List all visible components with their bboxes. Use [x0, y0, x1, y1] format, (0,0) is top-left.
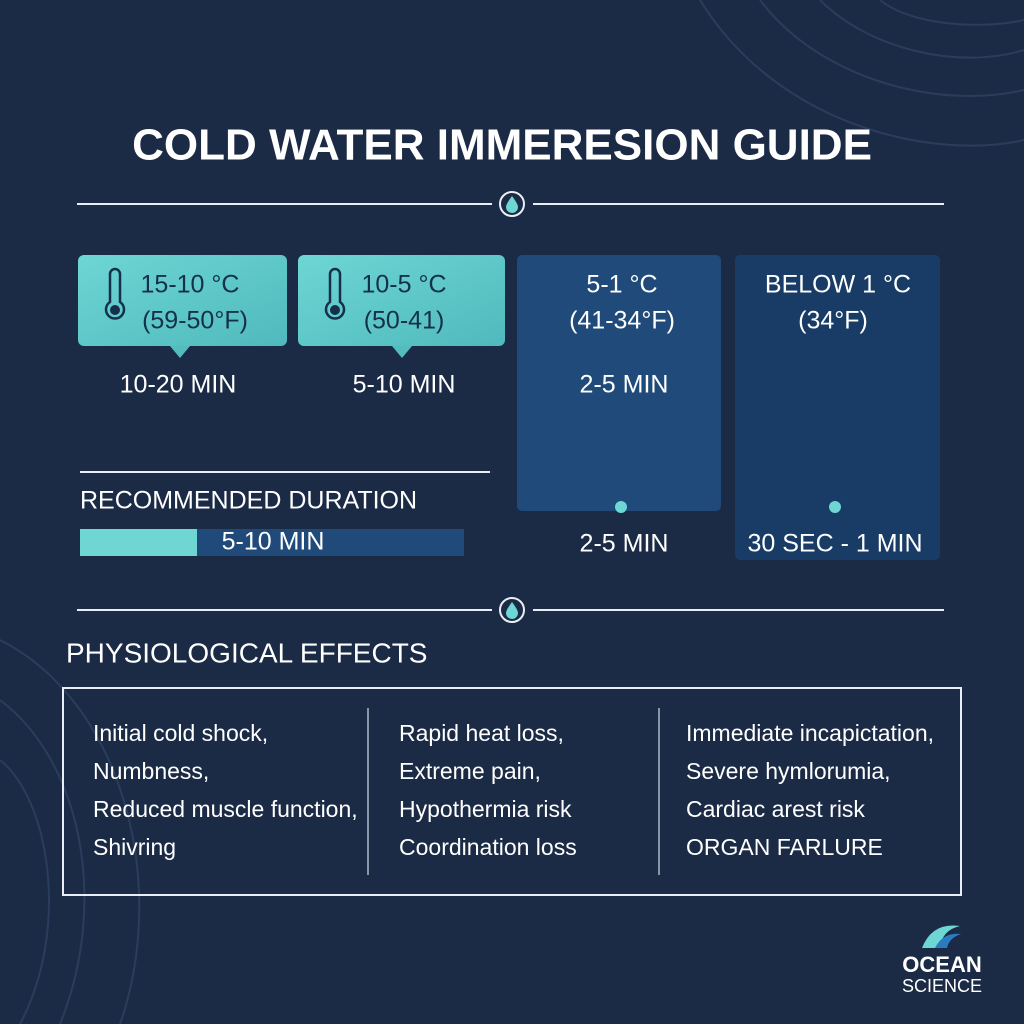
- duration: 10-20 MIN: [120, 371, 237, 399]
- dot: [829, 501, 841, 513]
- range-card: [78, 255, 287, 346]
- celsius: BELOW 1 °C: [765, 271, 911, 299]
- fahrenheit: (41-34°F): [569, 307, 675, 335]
- recommended-value: 5-10 MIN: [222, 528, 325, 556]
- effect-item: Extreme pain,: [399, 758, 541, 784]
- recommended-label: RECOMMENDED DURATION: [80, 487, 417, 515]
- duration: 2-5 MIN: [580, 371, 669, 399]
- effect-item: Numbness,: [93, 758, 209, 784]
- card-pointer: [170, 346, 190, 358]
- duration-bar-fill: [80, 529, 197, 556]
- effects-list: Initial cold shock, Numbness, Reduced musc…: [93, 720, 934, 860]
- card-duration: 2-5 MIN: [580, 530, 669, 558]
- celsius: 15-10 °C: [141, 271, 240, 299]
- range-card: [735, 255, 940, 560]
- celsius: 10-5 °C: [361, 271, 446, 299]
- fahrenheit: (34°F): [798, 307, 868, 335]
- title: COLD WATER IMMERESION GUIDE: [132, 121, 872, 170]
- effect-item: Severe hymlorumia,: [686, 758, 891, 784]
- effect-item: ORGAN FARLURE: [686, 834, 883, 860]
- fahrenheit: (59-50°F): [142, 307, 248, 335]
- logo-text: OCEAN: [902, 952, 981, 977]
- effect-item: Rapid heat loss,: [399, 720, 564, 746]
- fahrenheit: (50-41): [364, 307, 445, 335]
- logo-wave: [922, 925, 960, 948]
- effect-item: Coordination loss: [399, 834, 577, 860]
- celsius: 5-1 °C: [586, 271, 657, 299]
- effect-item: Hypothermia risk: [399, 796, 572, 822]
- card-pointer: [392, 346, 412, 358]
- effects-box: [62, 687, 962, 896]
- range-card: [517, 255, 721, 511]
- effect-item: Cardiac arest risk: [686, 796, 865, 822]
- logo-text: SCIENCE: [902, 976, 982, 996]
- divider: [77, 191, 944, 623]
- duration: 5-10 MIN: [353, 371, 456, 399]
- effects-title: PHYSIOLOGICAL EFFECTS: [66, 637, 427, 668]
- range-card: [298, 255, 505, 346]
- effect-item: Immediate incapictation,: [686, 720, 934, 746]
- card-duration: 30 SEC - 1 MIN: [747, 530, 922, 558]
- logo-wave: [935, 933, 961, 948]
- effect-item: Initial cold shock,: [93, 720, 268, 746]
- thermometer-bulb: [330, 305, 340, 315]
- thermometer-icon: [104, 267, 346, 320]
- thermometer-bulb: [110, 305, 120, 315]
- effect-item: Reduced muscle function,: [93, 796, 358, 822]
- dot: [615, 501, 627, 513]
- effect-item: Shivring: [93, 834, 176, 860]
